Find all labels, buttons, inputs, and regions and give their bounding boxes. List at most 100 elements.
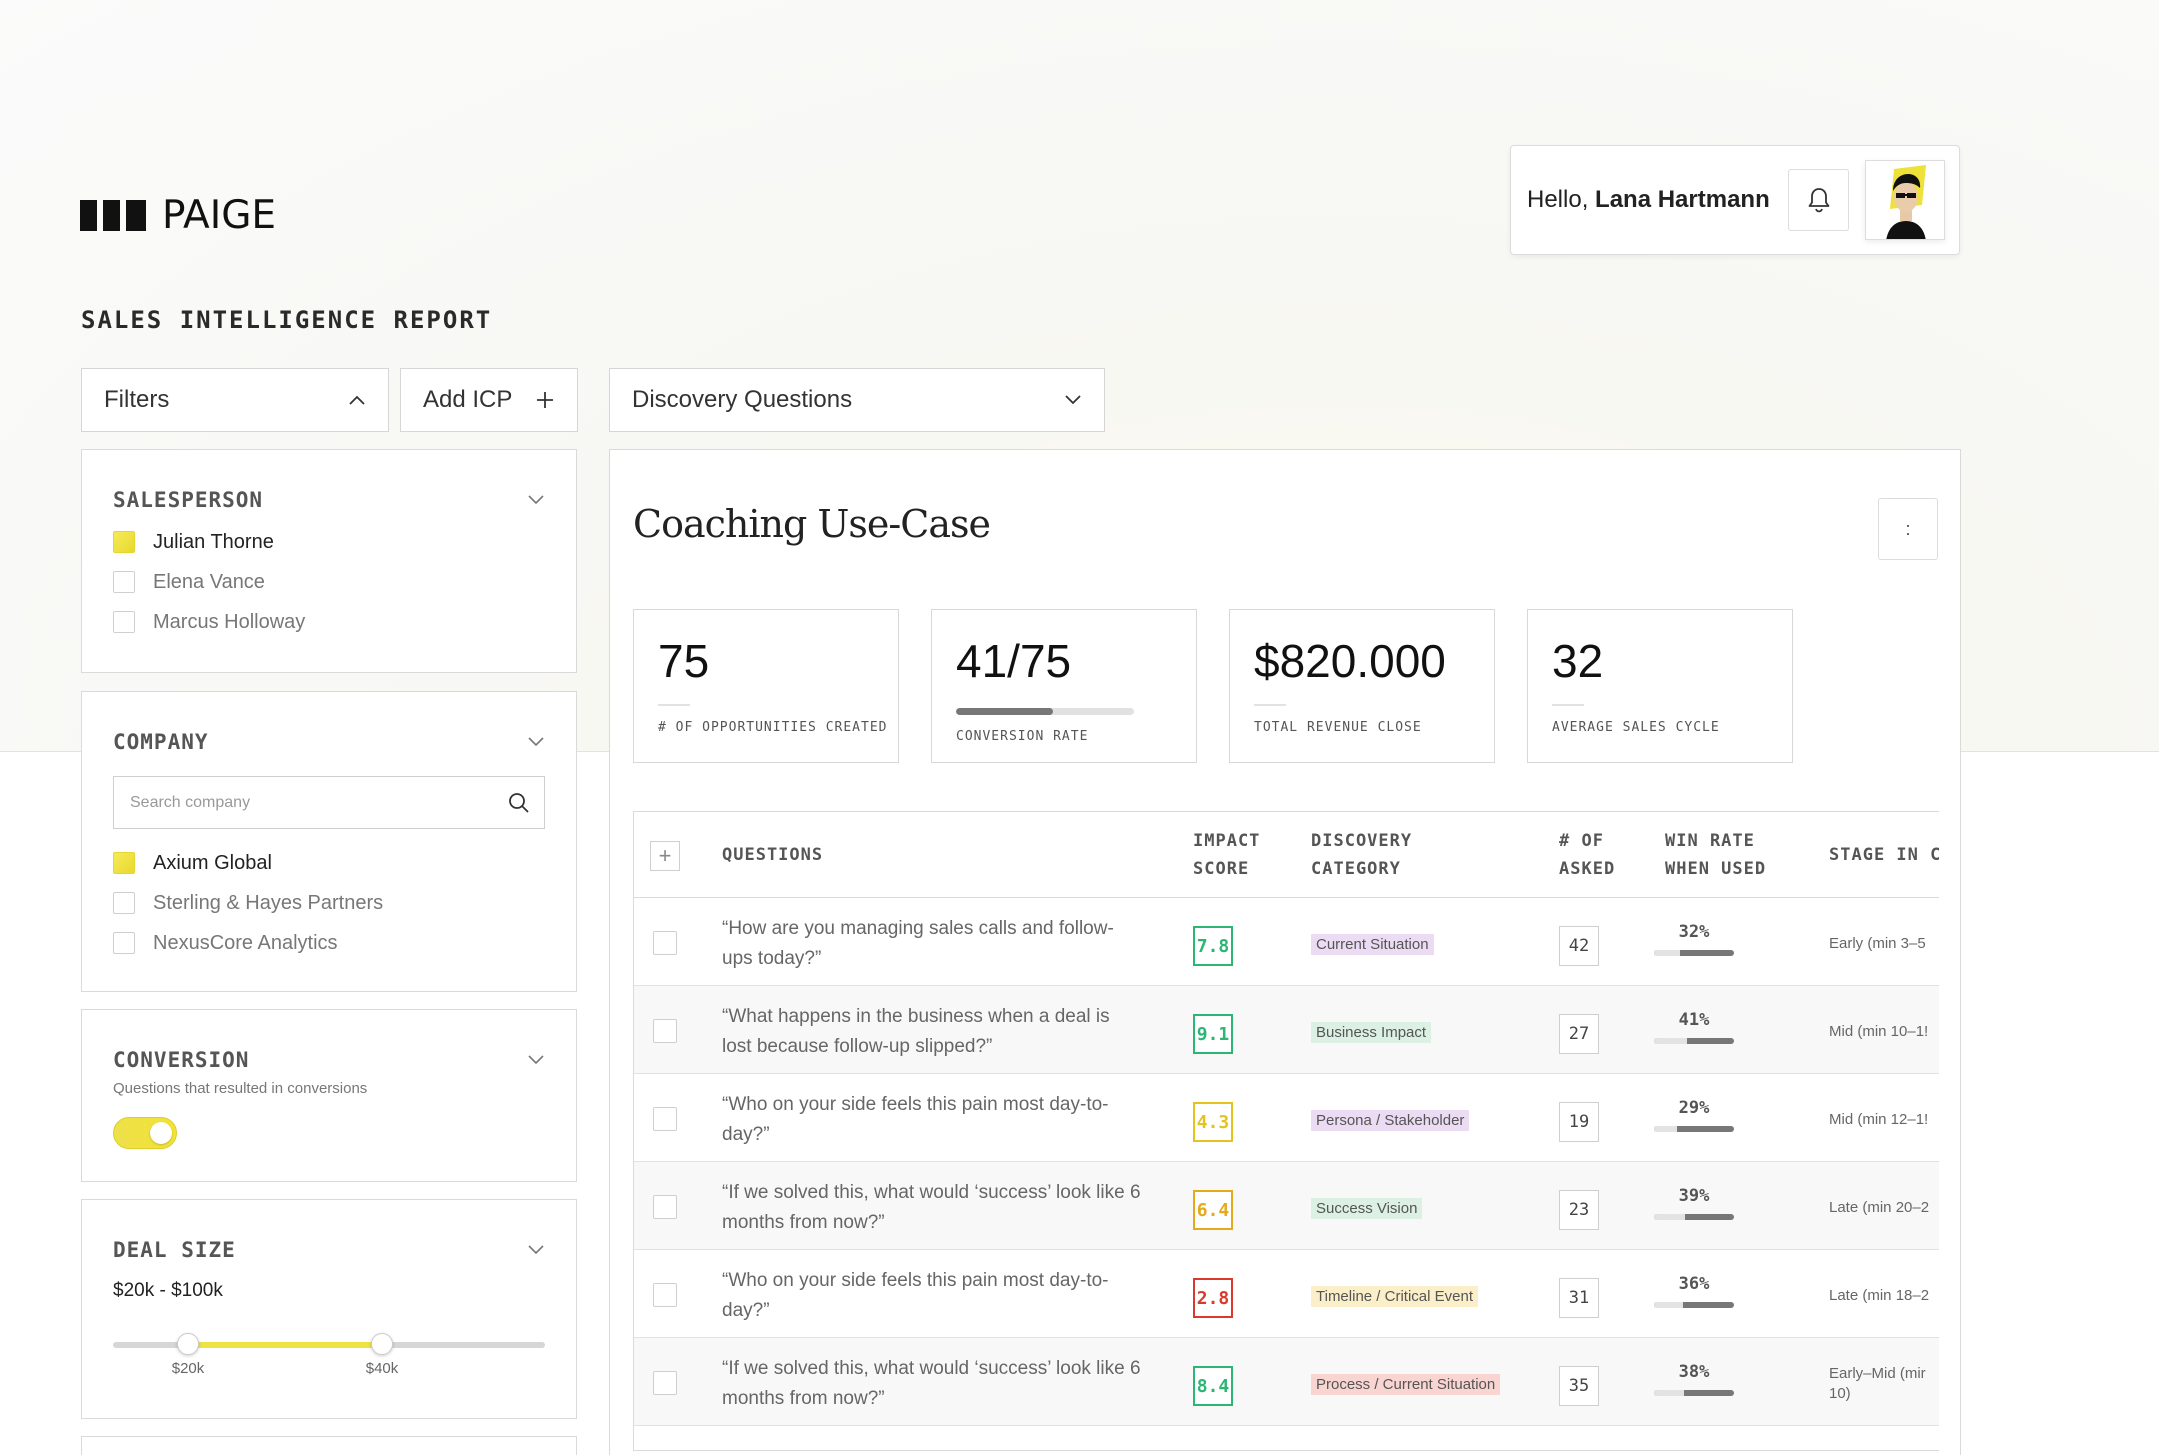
kpi-card-sales-cycle: 32 AVERAGE SALES CYCLE <box>1527 609 1793 763</box>
win-rate-bar <box>1654 950 1734 956</box>
kpi-card-revenue: $820.000 TOTAL REVENUE CLOSE <box>1229 609 1495 763</box>
header-questions[interactable]: QUESTIONS <box>722 845 824 865</box>
row-checkbox[interactable] <box>653 1107 677 1131</box>
win-rate-value: 38% <box>1678 1362 1710 1382</box>
conversion-filter-panel: CONVERSION Questions that resulted in co… <box>81 1009 577 1182</box>
view-select-dropdown[interactable]: Discovery Questions <box>609 368 1105 432</box>
asked-count: 27 <box>1559 1014 1599 1054</box>
table-row[interactable]: “If we solved this, what would ‘success’… <box>634 1338 1939 1426</box>
row-checkbox[interactable] <box>653 931 677 955</box>
impact-score-badge: 8.4 <box>1193 1366 1233 1406</box>
header-win-rate[interactable]: WIN RATE WHEN USED <box>1665 831 1767 879</box>
category-tag: Process / Current Situation <box>1311 1374 1501 1395</box>
impact-score-badge: 9.1 <box>1193 1014 1233 1054</box>
salesperson-option[interactable]: Julian Thorne <box>113 522 545 562</box>
kpi-card-opportunities: 75 # OF OPPORTUNITIES CREATED <box>633 609 899 763</box>
user-name: Lana Hartmann <box>1595 186 1770 213</box>
company-option[interactable]: Axium Global <box>113 843 545 883</box>
bell-icon <box>1808 188 1829 213</box>
win-rate-bar-fill <box>1654 1390 1685 1396</box>
checkbox[interactable] <box>113 531 135 553</box>
chevron-up-icon <box>349 395 365 405</box>
row-checkbox[interactable] <box>653 1195 677 1219</box>
kpi-label: AVERAGE SALES CYCLE <box>1552 720 1720 735</box>
win-rate-bar <box>1654 1390 1734 1396</box>
salesperson-header[interactable]: SALESPERSON <box>113 488 545 512</box>
chevron-down-icon <box>528 1055 544 1065</box>
category-tag: Timeline / Critical Event <box>1311 1286 1478 1307</box>
kpi-divider <box>1552 704 1584 706</box>
table-row[interactable]: “Who on your side feels this pain most d… <box>634 1074 1939 1162</box>
conversion-subtitle: Questions that resulted in conversions <box>113 1080 368 1097</box>
asked-count: 31 <box>1559 1278 1599 1318</box>
header-asked[interactable]: # OF ASKED <box>1559 831 1616 879</box>
header-impact-score[interactable]: IMPACT SCORE <box>1193 831 1261 879</box>
filters-toggle-button[interactable]: Filters <box>81 368 389 432</box>
slider-max-handle[interactable] <box>371 1333 393 1355</box>
kpi-value: 41/75 <box>956 635 1072 687</box>
greeting: Hello, Lana Hartmann <box>1527 186 1770 213</box>
header-stage[interactable]: STAGE IN CA <box>1829 845 1939 865</box>
row-checkbox[interactable] <box>653 1371 677 1395</box>
asked-count: 23 <box>1559 1190 1599 1230</box>
header-discovery-category[interactable]: DISCOVERY CATEGORY <box>1311 831 1413 879</box>
table-row[interactable]: “If we solved this, what would ‘success’… <box>634 1162 1939 1250</box>
company-option[interactable]: NexusCore Analytics <box>113 923 545 963</box>
win-rate-value: 29% <box>1678 1098 1710 1118</box>
avatar[interactable] <box>1865 160 1945 240</box>
company-option[interactable]: Sterling & Hayes Partners <box>113 883 545 923</box>
win-rate-value: 39% <box>1678 1186 1710 1206</box>
checkbox[interactable] <box>113 571 135 593</box>
stage-in-cycle: Early–Mid (mir 10) <box>1829 1365 1926 1402</box>
win-rate-bar-fill <box>1654 950 1680 956</box>
salesperson-option[interactable]: Marcus Holloway <box>113 602 545 642</box>
stage-in-cycle: Early (min 3–5 <box>1829 935 1926 952</box>
table-header: + QUESTIONS IMPACT SCORE DISCOVERY CATEGOR… <box>634 812 1939 898</box>
deal-size-slider[interactable]: $20k $40k <box>113 1333 545 1377</box>
win-rate-bar-fill <box>1654 1038 1687 1044</box>
kpi-card-conversion: 41/75 CONVERSION RATE <box>931 609 1197 763</box>
row-checkbox[interactable] <box>653 1283 677 1307</box>
win-rate-bar <box>1654 1302 1734 1308</box>
table-row[interactable]: “How are you managing sales calls and fo… <box>634 898 1939 986</box>
panel-title: Coaching Use-Case <box>633 502 991 546</box>
win-rate-value: 32% <box>1678 922 1710 942</box>
conversion-header[interactable]: CONVERSION <box>113 1048 545 1072</box>
add-icp-button[interactable]: Add ICP <box>400 368 578 432</box>
category-tag: Persona / Stakeholder <box>1311 1110 1470 1131</box>
brand-logo[interactable]: PAIGE <box>80 193 276 238</box>
win-rate: 29% <box>1634 1098 1754 1132</box>
deal-size-range: $20k - $100k <box>113 1280 223 1301</box>
progress-fill <box>956 708 1054 715</box>
more-options-button[interactable]: : <box>1878 498 1938 560</box>
slider-min-label: $20k <box>171 1360 205 1377</box>
checkbox[interactable] <box>113 611 135 633</box>
table-row[interactable]: “What happens in the business when a dea… <box>634 986 1939 1074</box>
checkbox[interactable] <box>113 892 135 914</box>
company-search-input[interactable]: Search company <box>113 776 545 829</box>
kpi-label: # OF OPPORTUNITIES CREATED <box>658 720 888 735</box>
logo-bars-icon <box>80 200 146 231</box>
win-rate-bar-fill <box>1654 1214 1686 1220</box>
notifications-button[interactable] <box>1787 169 1850 231</box>
slider-fill <box>188 1342 382 1348</box>
kpi-divider <box>658 704 690 706</box>
checkbox[interactable] <box>113 932 135 954</box>
company-header[interactable]: COMPANY <box>113 730 545 754</box>
chevron-down-icon <box>528 1245 544 1255</box>
kpi-divider <box>1254 704 1286 706</box>
view-select-value: Discovery Questions <box>632 386 853 413</box>
table-row[interactable]: “Who on your side feels this pain most d… <box>634 1250 1939 1338</box>
add-column-button[interactable]: + <box>650 841 680 871</box>
add-icp-label: Add ICP <box>423 386 513 413</box>
impact-score-badge: 7.8 <box>1193 926 1233 966</box>
slider-min-handle[interactable] <box>177 1333 199 1355</box>
checkbox[interactable] <box>113 852 135 874</box>
win-rate-bar <box>1654 1126 1734 1132</box>
deal-size-title: DEAL SIZE <box>113 1238 236 1262</box>
row-checkbox[interactable] <box>653 1019 677 1043</box>
conversion-toggle[interactable] <box>113 1117 177 1149</box>
salesperson-option[interactable]: Elena Vance <box>113 562 545 602</box>
win-rate-value: 41% <box>1678 1010 1710 1030</box>
deal-size-header[interactable]: DEAL SIZE <box>113 1238 545 1262</box>
